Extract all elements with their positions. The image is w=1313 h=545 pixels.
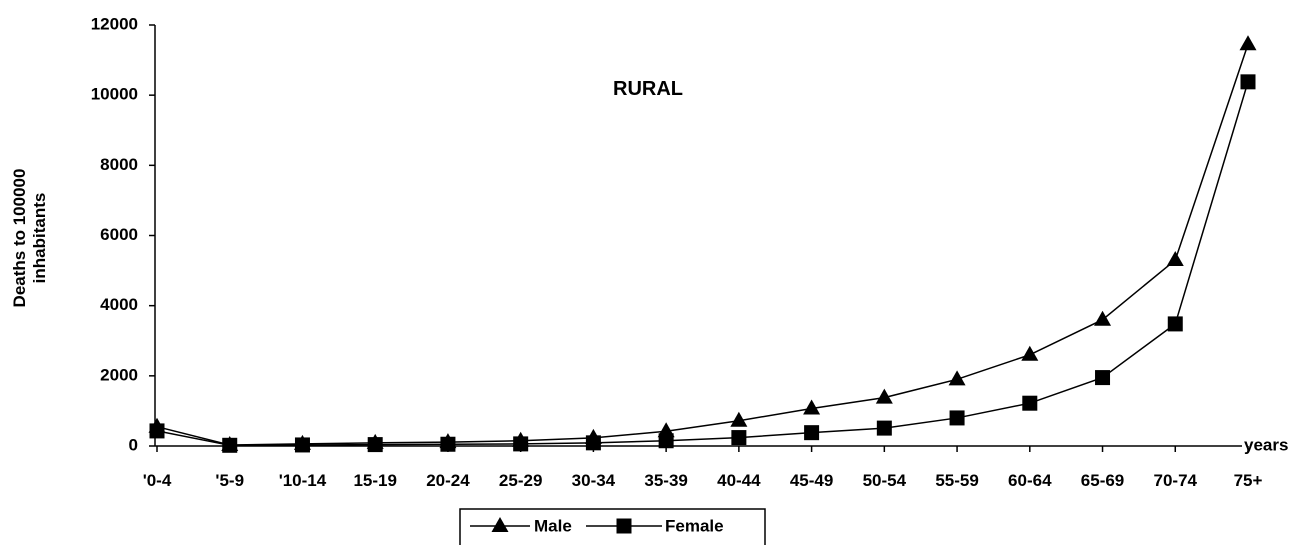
legend-box — [459, 508, 766, 545]
x-tick-label: '5-9 — [215, 471, 244, 490]
series-line-male — [156, 44, 1249, 446]
legend-label-male: Male — [534, 516, 572, 535]
series-male — [148, 35, 1257, 451]
x-tick-label: 30-34 — [572, 471, 616, 490]
x-tick-label: 65-69 — [1081, 471, 1124, 490]
y-axis-label-line-2: inhabitants — [30, 193, 49, 284]
y-tick-label: 0 — [129, 435, 138, 454]
legend-items — [470, 517, 662, 534]
triangle-marker — [1239, 35, 1257, 51]
y-tick-label: 2000 — [100, 365, 138, 384]
triangle-marker — [512, 431, 530, 447]
y-tick-label: 8000 — [100, 155, 138, 174]
y-tick-label: 12000 — [91, 14, 138, 33]
legend-square-marker — [616, 518, 632, 534]
x-axis-unit-label: years — [1244, 435, 1288, 454]
triangle-marker — [1166, 251, 1184, 267]
triangle-marker — [1021, 345, 1039, 361]
legend-label-female: Female — [665, 516, 724, 535]
triangle-marker — [875, 388, 893, 404]
triangle-marker — [366, 433, 384, 449]
triangle-marker — [221, 435, 239, 451]
x-tick-label: 70-74 — [1154, 471, 1198, 490]
x-tick-label: 45-49 — [790, 471, 833, 490]
legend-triangle-marker — [491, 517, 509, 532]
triangle-marker — [293, 434, 311, 450]
x-tick-label: 40-44 — [717, 471, 761, 490]
triangle-marker — [730, 411, 748, 427]
x-tick-label: 55-59 — [935, 471, 978, 490]
triangle-marker — [657, 422, 675, 438]
series-layer — [148, 35, 1257, 453]
y-tick-label: 4000 — [100, 295, 138, 314]
x-axis-ticks: '0-4 '5-9 '10-14 15-19 20-24 25-29 30-34 35-39 4… — [143, 446, 1263, 490]
square-marker — [876, 420, 892, 436]
square-marker — [949, 410, 965, 426]
y-axis-ticks: 0 2000 4000 6000 8000 10000 12000 — [91, 14, 155, 454]
square-marker — [731, 430, 747, 446]
triangle-marker — [148, 417, 166, 433]
x-tick-label: 20-24 — [426, 471, 470, 490]
y-tick-label: 10000 — [91, 85, 138, 104]
square-marker — [1240, 74, 1256, 90]
x-tick-label: '0-4 — [143, 471, 172, 490]
x-tick-label: 50-54 — [863, 471, 907, 490]
square-marker — [1167, 316, 1183, 332]
triangle-marker — [803, 399, 821, 415]
series-line-female — [156, 81, 1249, 447]
series-female — [149, 74, 1256, 453]
x-tick-label: 60-64 — [1008, 471, 1052, 490]
triangle-marker — [584, 428, 602, 444]
triangle-marker — [948, 370, 966, 386]
chart-title: RURAL — [613, 78, 683, 100]
y-tick-label: 6000 — [100, 225, 138, 244]
x-tick-label: 75+ — [1234, 471, 1263, 490]
triangle-marker — [439, 433, 457, 449]
x-tick-label: 15-19 — [353, 471, 396, 490]
square-marker — [1022, 395, 1038, 411]
x-tick-label: 35-39 — [644, 471, 687, 490]
triangle-marker — [1094, 310, 1112, 326]
square-marker — [804, 425, 820, 441]
x-tick-label: 25-29 — [499, 471, 542, 490]
legend: Male Female — [459, 508, 766, 545]
square-marker — [1095, 370, 1111, 386]
y-axis-label-line-1: Deaths to 100000 — [10, 169, 29, 308]
x-tick-label: '10-14 — [279, 471, 327, 490]
y-axis-label: Deaths to 100000 inhabitants — [10, 169, 49, 308]
